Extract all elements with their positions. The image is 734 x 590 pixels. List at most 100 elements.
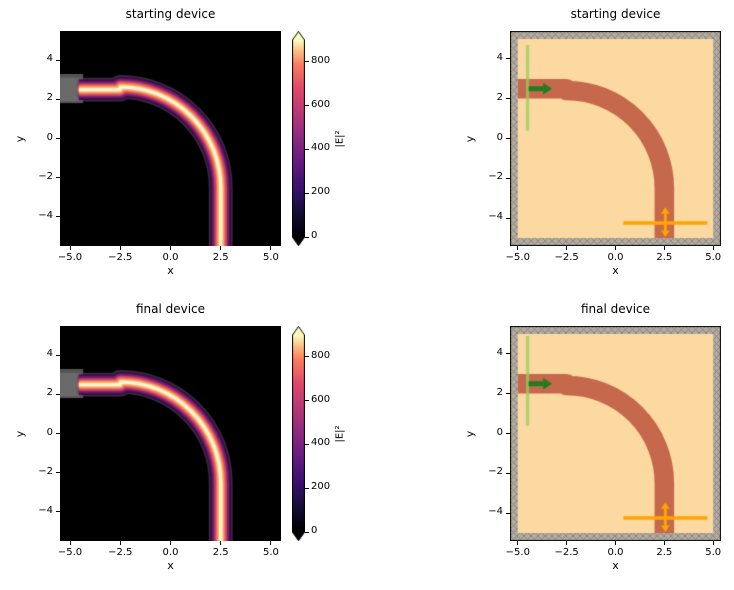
x-tick-mark — [69, 246, 71, 250]
plot-title: final device — [580, 302, 651, 316]
y-tick-label: 4 — [496, 346, 503, 358]
x-tick-label: −2.5 — [554, 252, 579, 263]
x-tick-label: 5.0 — [705, 252, 722, 263]
x-tick-mark — [220, 541, 222, 545]
y-tick-mark — [56, 216, 60, 218]
y-tick-mark — [506, 138, 510, 139]
x-tick-label: −5.0 — [57, 252, 83, 263]
y-tick-label: 4 — [46, 53, 53, 65]
x-tick-label: 0.0 — [607, 252, 624, 263]
x-tick-mark — [663, 541, 665, 545]
colorbar-tick-label: 600 — [311, 98, 331, 110]
y-tick-mark — [56, 98, 60, 100]
y-tick-label: 2 — [46, 92, 53, 104]
y-tick-mark — [56, 177, 60, 179]
colorbar-tick-label: 200 — [311, 481, 331, 493]
y-tick-label: −4 — [488, 506, 503, 518]
x-tick-mark — [615, 246, 616, 250]
y-tick-mark — [56, 511, 60, 513]
colorbar-tick-mark — [305, 61, 309, 63]
x-tick-label: 5.0 — [263, 547, 279, 558]
subplot-structure-final: final device x y −5.0 −2.5 0.0 2.5 5.0 −4 −2 0 2… — [464, 302, 722, 572]
colorbar-tick-mark — [305, 487, 309, 489]
x-tick-mark — [69, 541, 71, 545]
x-tick-mark — [220, 246, 222, 250]
y-tick-label: −2 — [38, 170, 53, 182]
colorbar-label: |E|² — [334, 129, 346, 148]
structure-plot-canvas — [510, 326, 721, 541]
x-tick-label: 2.5 — [656, 252, 673, 263]
x-tick-mark — [566, 541, 568, 545]
y-tick-label: −4 — [38, 209, 53, 221]
x-tick-mark — [712, 541, 714, 545]
subplot-structure-starting: starting device x y −5.0 −2.5 0.0 2.5 5.0 −4−… — [464, 7, 722, 277]
x-tick-mark — [615, 541, 616, 545]
y-tick-label: 0 — [46, 131, 53, 143]
colorbar-tick-mark — [305, 148, 309, 150]
colorbar-tick-label: 200 — [311, 186, 331, 198]
x-tick-mark — [170, 246, 171, 250]
x-tick-mark — [517, 541, 519, 545]
x-tick-mark — [663, 246, 665, 250]
y-tick-label: −4 — [488, 211, 503, 223]
colorbar-tick-label: 800 — [311, 349, 331, 361]
x-tick-label: −5.0 — [505, 547, 530, 558]
x-tick-label: 2.5 — [212, 547, 229, 558]
y-tick-mark — [506, 177, 510, 179]
x-tick-label: −2.5 — [554, 547, 579, 558]
y-tick-mark — [506, 393, 510, 395]
x-tick-label: −2.5 — [108, 252, 133, 263]
colorbar-tick-mark — [305, 356, 309, 358]
y-tick-mark — [56, 472, 60, 474]
y-tick-label: 0 — [496, 426, 503, 438]
y-tick-mark — [506, 512, 510, 514]
subplot-field-final: final device x y −5.0 −2.5 0.0 2.5 5.0 −4 −2 0 2… — [14, 302, 281, 572]
x-tick-mark — [712, 246, 714, 250]
plot-title: starting device — [570, 7, 661, 21]
x-tick-label: 0.0 — [162, 547, 179, 558]
y-tick-mark — [56, 433, 60, 434]
y-tick-mark — [506, 472, 510, 474]
colorbar-tick-label: 600 — [311, 393, 331, 405]
structure-plot-canvas — [510, 31, 721, 246]
y-tick-mark — [506, 217, 510, 219]
subplot-field-starting: starting device x y −5.0 −2.5 0.0 2.5 5.0 −4−… — [14, 7, 281, 277]
y-tick-label: 2 — [46, 387, 53, 399]
y-tick-label: 4 — [46, 348, 53, 360]
x-tick-label: 0.0 — [607, 547, 624, 558]
x-tick-label: 0.0 — [162, 252, 179, 263]
x-axis-label: x — [167, 559, 174, 572]
colorbar-tick-label: 0 — [311, 230, 318, 241]
colorbar-starting: |E|² 0 200 400 600 800 — [292, 31, 352, 246]
y-tick-mark — [56, 393, 60, 395]
x-tick-mark — [270, 246, 272, 250]
x-axis-label: x — [167, 264, 174, 277]
y-tick-mark — [506, 98, 510, 100]
colorbar-gradient — [292, 31, 305, 246]
field-heatmap-canvas — [60, 31, 281, 246]
x-tick-mark — [119, 246, 121, 250]
y-tick-label: 0 — [496, 131, 503, 143]
y-tick-mark — [56, 59, 60, 61]
x-axis-label: x — [612, 559, 619, 572]
colorbar-tick-label: 400 — [311, 142, 331, 154]
colorbar-tick-label: 400 — [311, 437, 331, 449]
colorbar-tick-mark — [305, 531, 309, 533]
y-tick-label: 0 — [46, 426, 53, 438]
y-tick-mark — [56, 138, 60, 139]
y-tick-label: −4 — [38, 504, 53, 516]
x-tick-mark — [170, 541, 171, 545]
colorbar-label: |E|² — [334, 424, 346, 443]
x-tick-mark — [566, 246, 568, 250]
x-tick-label: 2.5 — [656, 547, 673, 558]
x-tick-mark — [270, 541, 272, 545]
x-tick-label: 5.0 — [705, 547, 722, 558]
colorbar-tick-mark — [305, 105, 309, 107]
y-tick-label: −2 — [488, 466, 503, 478]
colorbar-tick-mark — [305, 443, 309, 445]
x-axis-label: x — [612, 264, 619, 277]
y-tick-label: 2 — [496, 91, 503, 103]
x-tick-label: 2.5 — [212, 252, 229, 263]
y-tick-label: −2 — [38, 465, 53, 477]
colorbar-tick-mark — [305, 236, 309, 238]
